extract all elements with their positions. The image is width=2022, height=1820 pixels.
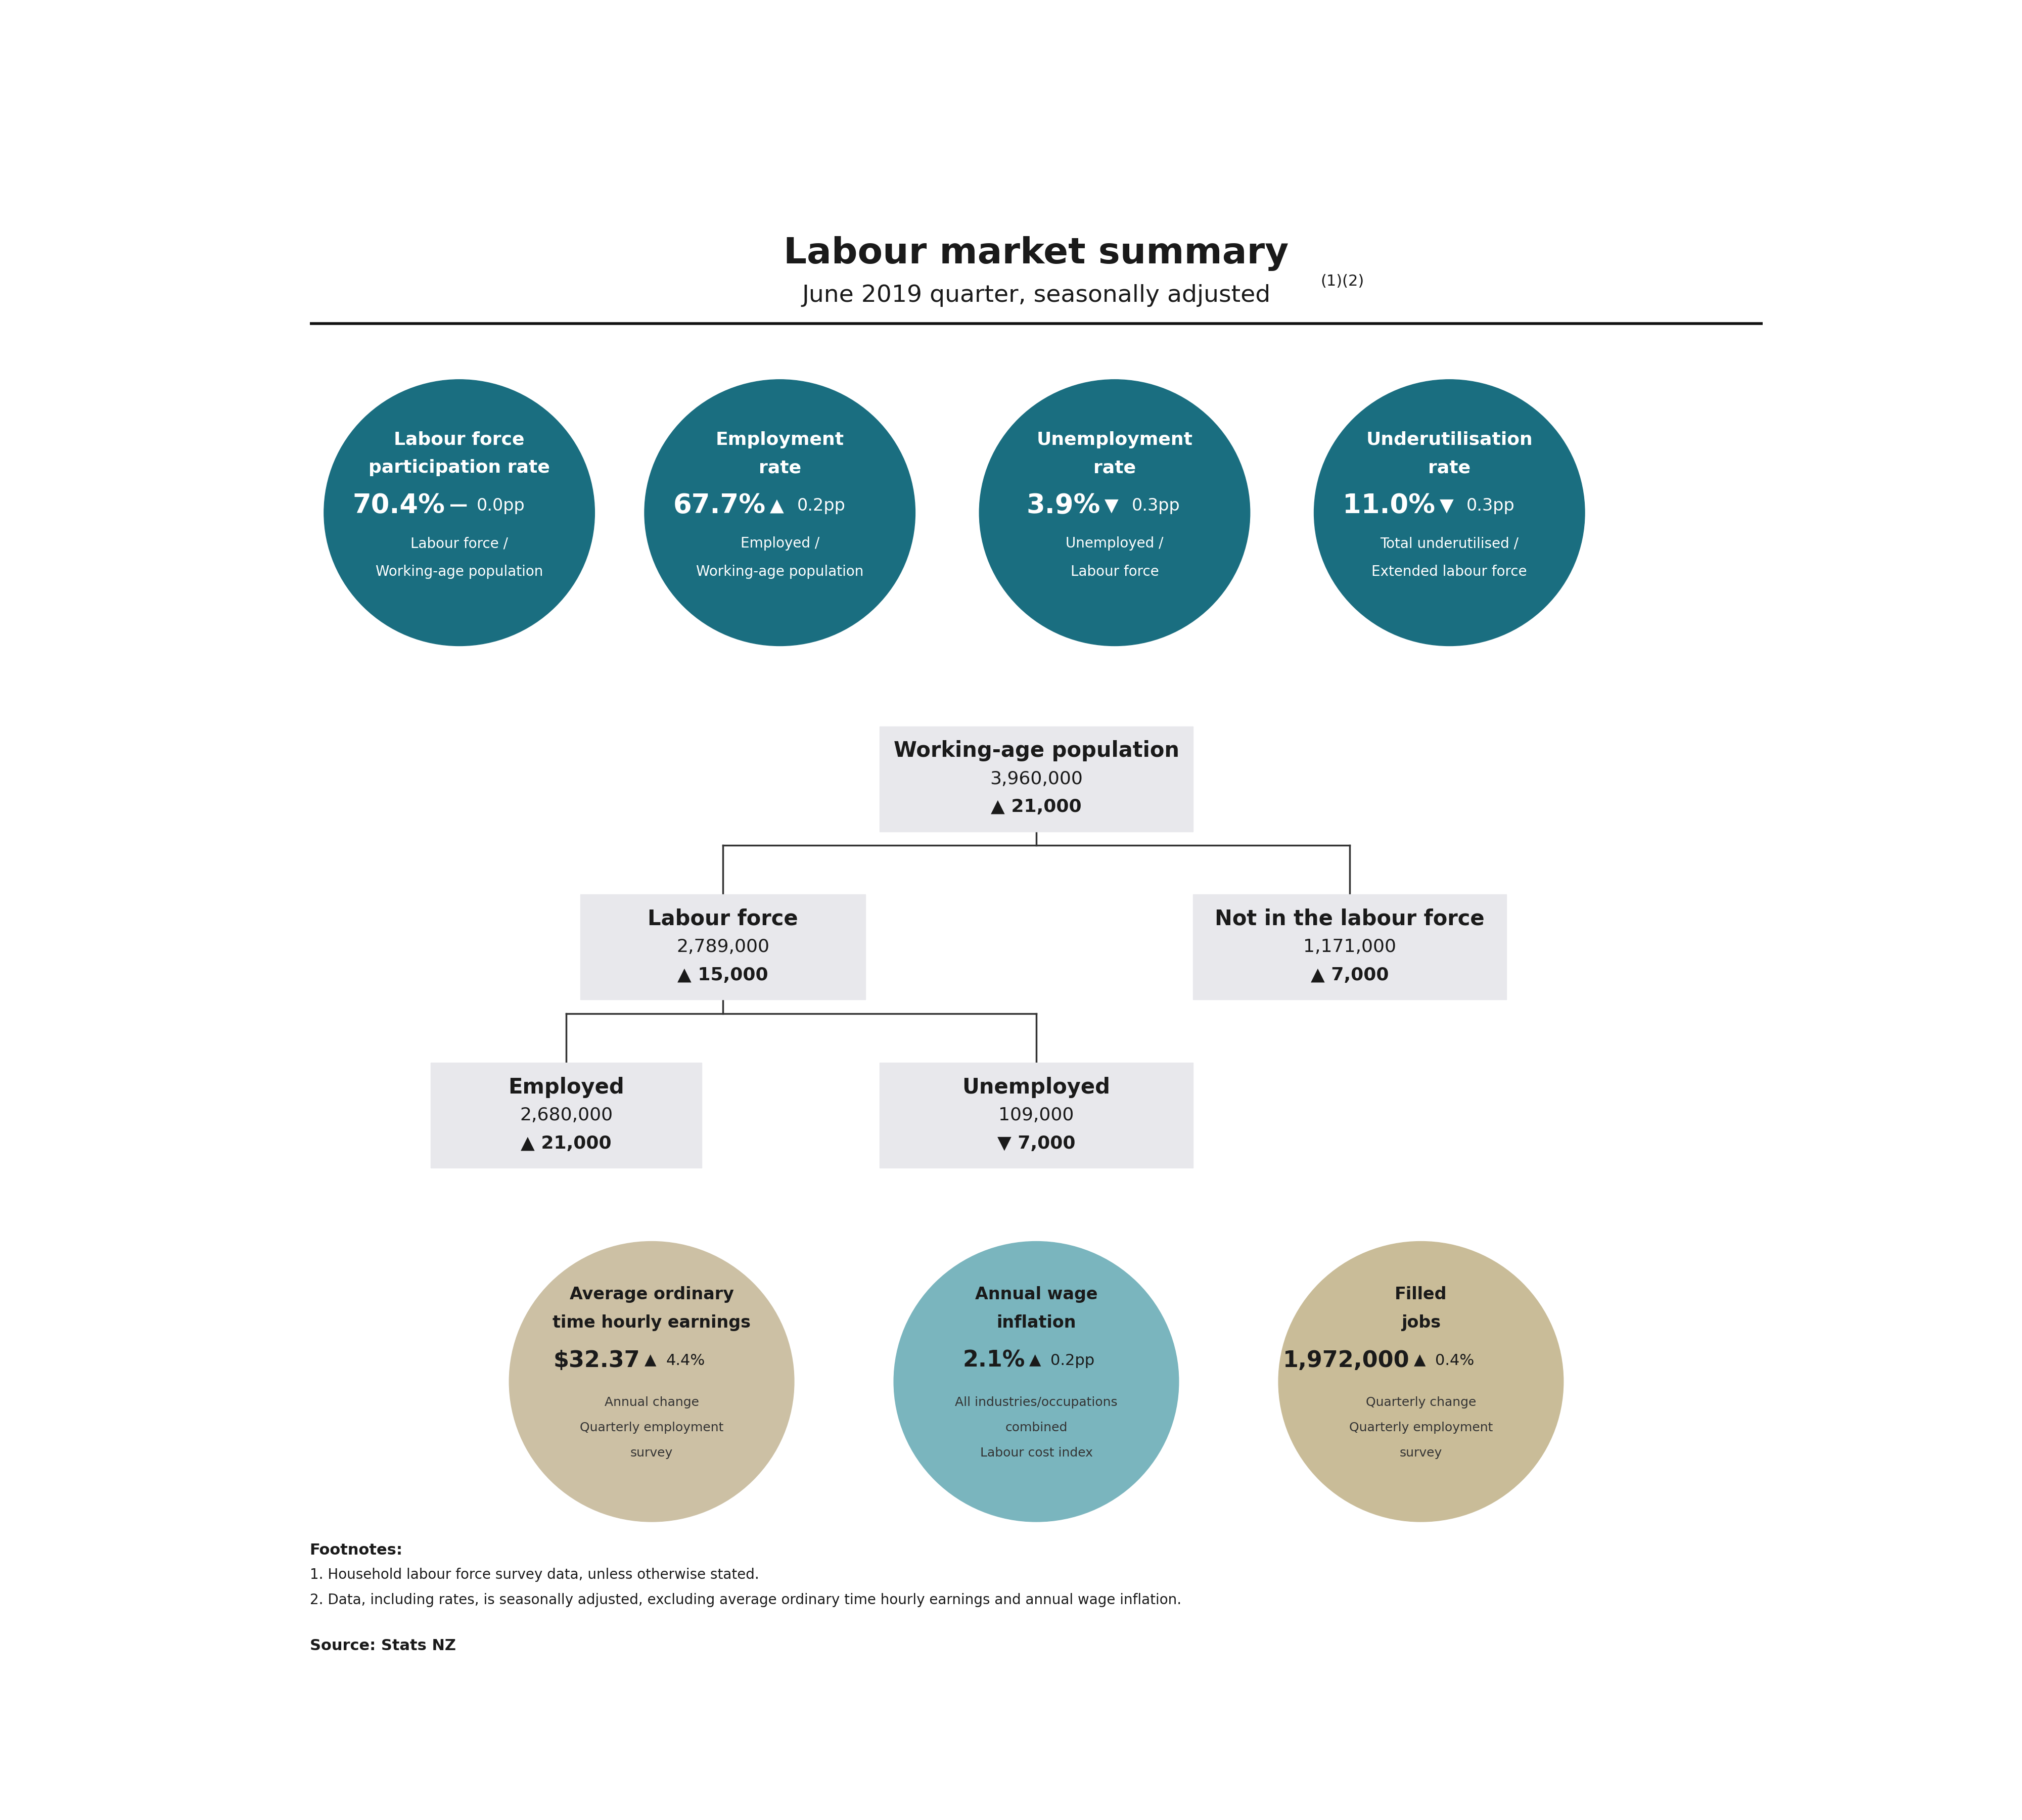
Text: Labour cost index: Labour cost index <box>981 1447 1092 1460</box>
Text: time hourly earnings: time hourly earnings <box>552 1314 750 1330</box>
Text: ▲ 7,000: ▲ 7,000 <box>1310 966 1389 985</box>
Text: Extended labour force: Extended labour force <box>1371 564 1527 579</box>
Text: Footnotes:: Footnotes: <box>309 1543 402 1558</box>
Text: 0.2pp: 0.2pp <box>1051 1354 1094 1369</box>
FancyBboxPatch shape <box>580 895 865 999</box>
Text: jobs: jobs <box>1401 1314 1440 1330</box>
Text: Not in the labour force: Not in the labour force <box>1215 908 1484 930</box>
Text: inflation: inflation <box>997 1314 1076 1330</box>
Text: 0.3pp: 0.3pp <box>1466 497 1514 513</box>
Text: Working-age population: Working-age population <box>376 564 544 579</box>
FancyBboxPatch shape <box>880 1063 1193 1168</box>
Text: (1)(2): (1)(2) <box>1320 275 1365 289</box>
Text: Total underutilised /: Total underutilised / <box>1381 537 1519 551</box>
Text: Working-age population: Working-age population <box>894 741 1179 761</box>
Text: 4.4%: 4.4% <box>665 1354 706 1369</box>
Text: Unemployed: Unemployed <box>962 1077 1110 1097</box>
Text: Quarterly employment: Quarterly employment <box>1349 1421 1492 1434</box>
Text: survey: survey <box>631 1447 673 1460</box>
Text: $32.37: $32.37 <box>554 1350 641 1372</box>
Text: 3.9%: 3.9% <box>1027 493 1100 519</box>
Text: ▲: ▲ <box>1029 1354 1041 1369</box>
Text: survey: survey <box>1399 1447 1442 1460</box>
Text: 0.4%: 0.4% <box>1436 1354 1474 1369</box>
Text: 0.2pp: 0.2pp <box>797 497 845 513</box>
Text: 2.1%: 2.1% <box>962 1350 1025 1372</box>
Text: ▲: ▲ <box>1413 1354 1426 1369</box>
Text: June 2019 quarter, seasonally adjusted: June 2019 quarter, seasonally adjusted <box>803 284 1270 308</box>
Text: rate: rate <box>1428 459 1470 477</box>
Text: ▼ 7,000: ▼ 7,000 <box>997 1134 1076 1152</box>
Text: ▲ 21,000: ▲ 21,000 <box>991 799 1082 815</box>
Text: Labour force /: Labour force / <box>410 537 508 551</box>
Text: participation rate: participation rate <box>368 459 550 477</box>
FancyBboxPatch shape <box>1193 895 1506 999</box>
Text: rate: rate <box>1094 459 1136 477</box>
Text: rate: rate <box>758 459 801 477</box>
Circle shape <box>1314 380 1585 646</box>
Text: Working-age population: Working-age population <box>696 564 863 579</box>
FancyBboxPatch shape <box>880 726 1193 832</box>
Text: ▲ 15,000: ▲ 15,000 <box>677 966 768 985</box>
Text: 1,171,000: 1,171,000 <box>1302 939 1395 956</box>
Text: —: — <box>449 497 467 515</box>
Text: Annual wage: Annual wage <box>975 1287 1098 1303</box>
Text: ▲: ▲ <box>645 1354 657 1369</box>
Text: 1. Household labour force survey data, unless otherwise stated.: 1. Household labour force survey data, u… <box>309 1569 758 1582</box>
Text: Employed: Employed <box>508 1077 625 1097</box>
Text: 1,972,000: 1,972,000 <box>1282 1350 1409 1372</box>
Text: combined: combined <box>1005 1421 1068 1434</box>
Text: 11.0%: 11.0% <box>1343 493 1436 519</box>
Text: ▲ 21,000: ▲ 21,000 <box>522 1134 611 1152</box>
Text: Labour force: Labour force <box>1070 564 1159 579</box>
FancyBboxPatch shape <box>431 1063 702 1168</box>
Text: Employment: Employment <box>716 431 843 448</box>
Text: All industries/occupations: All industries/occupations <box>954 1396 1118 1409</box>
Circle shape <box>894 1241 1179 1522</box>
Text: Employed /: Employed / <box>740 537 819 551</box>
Text: 67.7%: 67.7% <box>673 493 766 519</box>
Text: 2,789,000: 2,789,000 <box>675 939 768 956</box>
Text: Average ordinary: Average ordinary <box>570 1287 734 1303</box>
Circle shape <box>510 1241 795 1522</box>
Text: ▼: ▼ <box>1440 497 1454 515</box>
Text: Unemployment: Unemployment <box>1037 431 1193 448</box>
Circle shape <box>1278 1241 1563 1522</box>
Text: 2. Data, including rates, is seasonally adjusted, excluding average ordinary tim: 2. Data, including rates, is seasonally … <box>309 1592 1181 1607</box>
Text: Underutilisation: Underutilisation <box>1367 431 1533 448</box>
Text: 0.0pp: 0.0pp <box>477 497 526 513</box>
Text: 2,680,000: 2,680,000 <box>520 1107 613 1125</box>
Text: Source: Stats NZ: Source: Stats NZ <box>309 1638 455 1653</box>
Circle shape <box>645 380 916 646</box>
Text: 3,960,000: 3,960,000 <box>991 770 1082 788</box>
Text: Labour force: Labour force <box>394 431 524 448</box>
Text: Quarterly change: Quarterly change <box>1365 1396 1476 1409</box>
Text: Labour market summary: Labour market summary <box>785 237 1288 271</box>
Text: Labour force: Labour force <box>647 908 799 930</box>
Text: 109,000: 109,000 <box>999 1107 1074 1125</box>
Text: 0.3pp: 0.3pp <box>1132 497 1181 513</box>
Circle shape <box>324 380 594 646</box>
Text: ▼: ▼ <box>1104 497 1118 515</box>
Circle shape <box>979 380 1250 646</box>
Text: Annual change: Annual change <box>605 1396 700 1409</box>
Text: Filled: Filled <box>1395 1287 1448 1303</box>
Text: Quarterly employment: Quarterly employment <box>580 1421 724 1434</box>
Text: ▲: ▲ <box>770 497 785 515</box>
Text: 70.4%: 70.4% <box>352 493 445 519</box>
Text: Unemployed /: Unemployed / <box>1066 537 1163 551</box>
